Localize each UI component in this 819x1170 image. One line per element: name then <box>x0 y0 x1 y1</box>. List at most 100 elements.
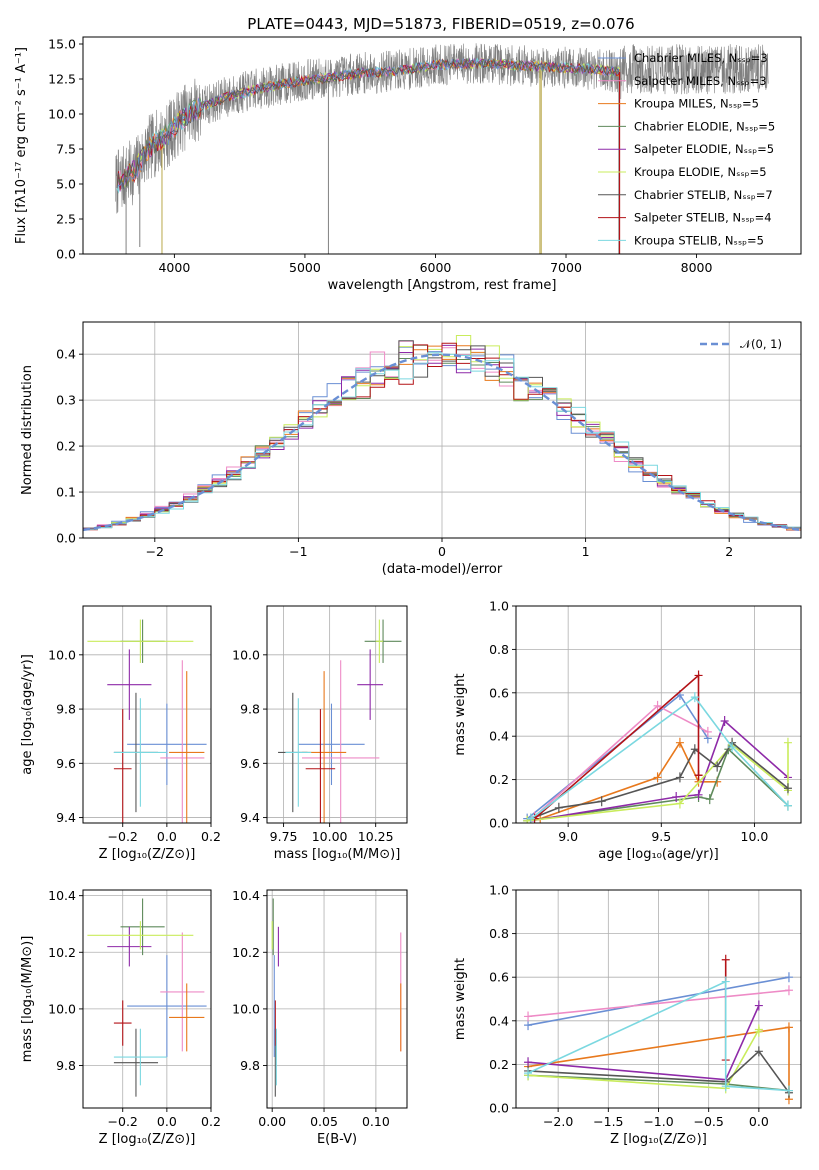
mass-weight-marker <box>784 972 793 983</box>
y-tick-label: 0.8 <box>489 642 509 657</box>
legend-label: Kroupa ELODIE, Nₛₛₚ=5 <box>634 165 767 179</box>
y-tick-label: 0.4 <box>56 347 76 362</box>
mass-weight-series <box>527 976 790 1026</box>
y-tick-label: 10.0 <box>48 107 76 122</box>
mass-weight-marker <box>675 772 684 783</box>
residual-histogram-series <box>83 352 801 533</box>
y-tick-label: 0.2 <box>489 772 509 787</box>
y-tick-label: 9.4 <box>56 810 76 825</box>
plot-content <box>83 335 801 533</box>
x-tick-label: 9.5 <box>651 829 671 844</box>
y-tick-label: 10.0 <box>232 1001 260 1016</box>
x-tick-label: 9.0 <box>558 829 578 844</box>
x-tick-label: 9.75 <box>270 829 298 844</box>
y-tick-label: 0.0 <box>56 247 76 262</box>
mass-weight-marker <box>675 737 684 748</box>
mass-weight-marker <box>523 815 532 823</box>
legend-label: Chabrier STELIB, Nₛₛₚ=7 <box>634 188 773 202</box>
mass-weight-marker <box>653 700 662 711</box>
mass-weight-marker <box>720 716 729 727</box>
y-tick-label: 7.5 <box>56 142 76 157</box>
model-spectrum-line <box>116 57 621 190</box>
legend: Chabrier MILES, Nₛₛₚ=3 Salpeter MILES, Nₛ… <box>598 51 775 247</box>
y-tick-label: 1.0 <box>489 599 509 614</box>
x-tick-label: 0.2 <box>201 1114 221 1129</box>
x-axis-label: (data-model)/error <box>382 562 503 577</box>
y-axis-label: mass weight <box>453 673 468 755</box>
mass-weight-marker <box>754 1026 763 1037</box>
age-vs-metallicity-panel: −0.2 0.0 0.2 9.4 9.6 9.8 10.0 Z [log₁₀(Z/Z⊙)] ag… <box>20 605 221 862</box>
plot-content <box>271 898 402 1097</box>
y-tick-label: 0.0 <box>489 1101 509 1116</box>
x-tick-label: 0.0 <box>749 1114 769 1129</box>
mass-weight-marker <box>713 761 722 772</box>
x-tick-label: 10.25 <box>358 829 394 844</box>
x-axis-label: Z [log₁₀(Z/Z⊙)] <box>99 1132 196 1147</box>
x-tick-label: −1 <box>289 544 307 559</box>
x-tick-label: 5000 <box>289 260 321 275</box>
y-axis-label: Normed distribution <box>20 365 35 495</box>
axes-frame <box>82 605 212 824</box>
mass-weight-series <box>530 741 789 820</box>
x-tick-label: 0.00 <box>258 1114 286 1129</box>
figure-title: PLATE=0443, MJD=51873, FIBERID=0519, z=0… <box>247 15 634 33</box>
y-tick-label: 9.6 <box>240 756 260 771</box>
mass-vs-extinction-panel: 0.00 0.05 0.10 9.8 10.0 10.2 10.4 E(B-V) <box>232 888 408 1147</box>
y-tick-label: 10.4 <box>48 888 76 903</box>
x-tick-label: −2.0 <box>543 1114 573 1129</box>
mass-weight-marker <box>721 976 730 987</box>
x-tick-label: 0 <box>438 544 446 559</box>
x-tick-label: −1.0 <box>643 1114 673 1129</box>
mass-weight-marker <box>675 798 684 809</box>
y-tick-label: 0.4 <box>489 1013 509 1028</box>
x-tick-label: 0.10 <box>362 1114 390 1129</box>
y-tick-label: 10.0 <box>48 1001 76 1016</box>
x-tick-label: 0.2 <box>201 829 221 844</box>
y-tick-label: 0.6 <box>489 685 509 700</box>
x-tick-label: 6000 <box>420 260 452 275</box>
x-tick-label: 10.0 <box>741 829 769 844</box>
mass-weight-marker <box>526 813 535 823</box>
y-tick-label: 9.8 <box>56 702 76 717</box>
y-tick-label: 5.0 <box>56 177 76 192</box>
legend-label: Kroupa MILES, Nₛₛₚ=5 <box>634 97 759 111</box>
x-tick-label: 1 <box>582 544 590 559</box>
y-tick-label: 0.2 <box>489 1057 509 1072</box>
x-tick-label: 0.0 <box>157 829 177 844</box>
mass-weight-series <box>527 1005 760 1081</box>
plot-content <box>523 670 792 823</box>
x-tick-label: 4000 <box>158 260 190 275</box>
y-tick-label: 0.1 <box>56 485 76 500</box>
plot-content <box>115 43 769 254</box>
residuals-panel: −2 −1 0 1 2 0.0 0.1 0.2 0.3 0.4 (data-model)/error… <box>20 321 802 577</box>
mass-weight-series <box>527 1050 790 1094</box>
legend-label: Chabrier ELODIE, Nₛₛₚ=5 <box>634 119 775 133</box>
y-tick-label: 10.0 <box>48 647 76 662</box>
y-tick-label: 0.0 <box>489 816 509 831</box>
x-axis-label: E(B-V) <box>317 1132 357 1147</box>
y-tick-label: 0.8 <box>489 926 509 941</box>
mass-weight-marker <box>524 1057 533 1068</box>
x-axis-label: age [log₁₀(age/yr)] <box>598 847 719 862</box>
x-axis-label: mass [log₁₀(M/M⊙)] <box>274 847 401 862</box>
axes-frame <box>266 605 408 824</box>
age-vs-mass-panel: 9.75 10.00 10.25 9.4 9.6 9.8 10.0 mass [log₁₀(M… <box>232 605 408 862</box>
mass-weight-marker <box>721 954 730 965</box>
mass-weight-marker <box>784 1085 793 1096</box>
legend-label: Salpeter MILES, Nₛₛₚ=3 <box>634 74 767 88</box>
plot-content <box>278 619 402 823</box>
y-tick-label: 10.4 <box>232 888 260 903</box>
mass-weight-marker <box>524 1020 533 1031</box>
y-tick-label: 1.0 <box>489 883 509 898</box>
x-tick-label: −0.2 <box>108 1114 138 1129</box>
axes-frame <box>82 36 802 255</box>
weight-vs-metallicity-panel: −2.0 −1.5 −1.0 −0.5 0.0 0.0 0.2 0.4 0.6 0.8 1.0 Z [… <box>453 883 802 1147</box>
plot-content <box>524 954 793 1105</box>
mass-vs-metallicity-panel: −0.2 0.0 0.2 9.8 10.0 10.2 10.4 Z [log₁₀(Z/Z⊙)]… <box>20 888 221 1147</box>
y-axis-label: age [log₁₀(age/yr)] <box>20 654 35 775</box>
legend-label: Salpeter STELIB, Nₛₛₚ=4 <box>634 211 772 225</box>
mass-weight-marker <box>524 1068 533 1079</box>
x-tick-label: −0.5 <box>693 1114 723 1129</box>
weight-vs-age-panel: 9.0 9.5 10.0 0.0 0.2 0.4 0.6 0.8 1.0 age [log₁₀(a… <box>453 599 802 862</box>
y-axis-label: mass [log₁₀(M/M⊙)] <box>20 936 35 1063</box>
